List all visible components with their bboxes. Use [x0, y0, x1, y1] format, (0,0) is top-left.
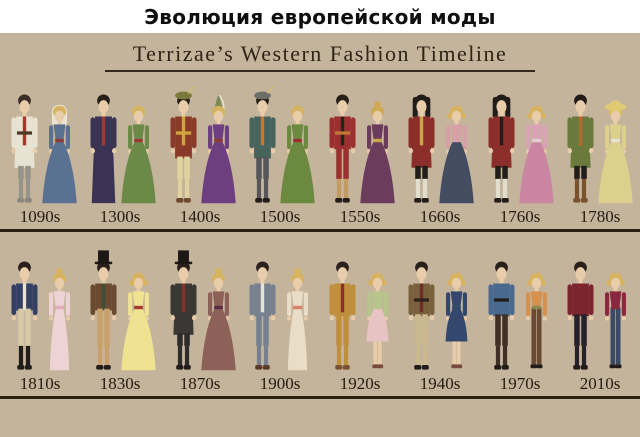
man-figure — [488, 261, 515, 370]
woman-figure — [201, 268, 236, 371]
era-label-2010s: 2010s — [579, 374, 621, 393]
figures-row-1 — [0, 77, 640, 205]
woman-figure — [360, 101, 395, 204]
woman-figure — [42, 104, 77, 204]
man-figure — [567, 94, 594, 203]
era-label-1870s: 1870s — [179, 374, 221, 393]
era-label-1920s: 1920s — [339, 374, 381, 393]
era-label-1760s: 1760s — [499, 207, 541, 226]
era-label-1500s: 1500s — [259, 207, 301, 226]
woman-figure — [280, 105, 315, 204]
era-cell-1810s — [2, 249, 82, 372]
era-label-1900s: 1900s — [259, 374, 301, 393]
era-cell-1300s — [82, 82, 162, 205]
era-cell-1660s — [400, 82, 480, 205]
era-cell-1780s — [559, 82, 639, 205]
era-cell-1920s — [320, 249, 400, 372]
era-label-1780s: 1780s — [579, 207, 621, 226]
man-figure — [329, 94, 356, 203]
man-figure — [488, 94, 515, 203]
era-cell-1900s — [241, 249, 321, 372]
era-cell-2010s — [559, 249, 639, 372]
page-title: Эволюция европейской моды — [144, 4, 496, 29]
woman-figure — [525, 272, 547, 369]
timeline-row-1: 1090s 1300s 1400s 1500s 1550s 1660s 1760s 1780s — [0, 77, 640, 232]
era-label-1940s: 1940s — [419, 374, 461, 393]
woman-figure — [605, 272, 627, 369]
woman-figure — [445, 272, 468, 369]
timeline-rows: 1090s 1300s 1400s 1500s 1550s 1660s 1760s 1780s… — [0, 77, 640, 399]
man-figure — [170, 250, 197, 370]
woman-figure — [439, 105, 474, 204]
labels-row-1: 1090s 1300s 1400s 1500s 1550s 1660s 1760s 1780s — [0, 205, 640, 229]
woman-figure — [201, 93, 236, 204]
divider-line-2 — [0, 396, 640, 399]
era-cell-1550s — [320, 82, 400, 205]
man-figure — [90, 94, 117, 204]
labels-row-2: 1810s 1830s 1870s 1900s 1920s 1940s 1970s 2010s — [0, 372, 640, 396]
timeline-row-2: 1810s 1830s 1870s 1900s 1920s 1940s 1970s 2010s — [0, 244, 640, 399]
era-label-1970s: 1970s — [499, 374, 541, 393]
era-label-1090s: 1090s — [19, 207, 61, 226]
era-label-1810s: 1810s — [19, 374, 61, 393]
man-figure — [567, 261, 594, 370]
era-cell-1940s — [400, 249, 480, 372]
era-cell-1500s — [241, 82, 321, 205]
man-figure — [11, 94, 38, 203]
divider-line-1 — [0, 229, 640, 232]
era-label-1660s: 1660s — [419, 207, 461, 226]
figures-row-2 — [0, 244, 640, 372]
era-cell-1830s — [82, 249, 162, 372]
poster-title: Terrizae’s Western Fashion Timeline — [104, 41, 536, 72]
header-band: Эволюция европейской моды — [0, 0, 640, 33]
man-figure — [90, 250, 117, 370]
man-figure — [170, 86, 197, 203]
era-cell-1090s — [2, 82, 82, 205]
woman-figure — [598, 100, 633, 204]
woman-figure — [519, 105, 554, 204]
era-label-1400s: 1400s — [179, 207, 221, 226]
era-cell-1760s — [479, 82, 559, 205]
woman-figure — [48, 268, 70, 371]
woman-figure — [287, 268, 309, 371]
era-cell-1400s — [161, 82, 241, 205]
woman-figure — [121, 105, 156, 204]
man-figure — [249, 86, 276, 203]
man-figure — [329, 261, 356, 370]
woman-figure — [121, 272, 156, 371]
man-figure — [408, 94, 435, 203]
poster-title-area: Terrizae’s Western Fashion Timeline — [0, 33, 640, 77]
era-label-1300s: 1300s — [99, 207, 141, 226]
woman-figure — [366, 272, 389, 369]
era-label-1550s: 1550s — [339, 207, 381, 226]
man-figure — [11, 261, 38, 370]
era-cell-1870s — [161, 249, 241, 372]
era-label-1830s: 1830s — [99, 374, 141, 393]
era-cell-1970s — [479, 249, 559, 372]
man-figure — [408, 261, 435, 370]
man-figure — [249, 261, 276, 370]
